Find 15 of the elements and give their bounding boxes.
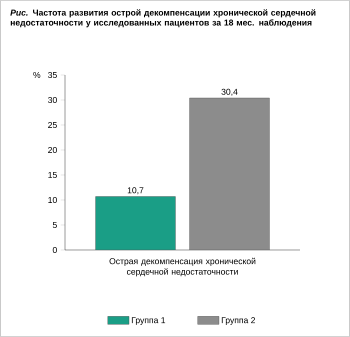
data-label: 10,7 [128, 187, 144, 194]
y-tick-label: 35 [48, 72, 57, 78]
y-tick-label: 0 [52, 246, 57, 254]
y-tick-label: 15 [48, 172, 57, 178]
x-tick-label: Острая декомпенсация хронической сердечной недостаточности [110, 258, 256, 276]
y-axis-title: % [33, 72, 40, 78]
y-tick-label: 20 [48, 146, 57, 154]
legend-label: Группа 1 [132, 317, 166, 325]
y-tick-label: 10 [48, 196, 57, 204]
legend-label: Группа 2 [222, 317, 256, 325]
chart-title: Рис. Частота развития острой декомпенсации хронической сердечной недостаточности у исследованных пациентов за 18 мес. наблюдения [10, 9, 316, 28]
y-tick-label: 5 [52, 222, 57, 228]
y-tick-label: 30 [48, 96, 57, 104]
data-label: 30,4 [221, 88, 238, 96]
y-tick-label: 25 [48, 122, 57, 128]
